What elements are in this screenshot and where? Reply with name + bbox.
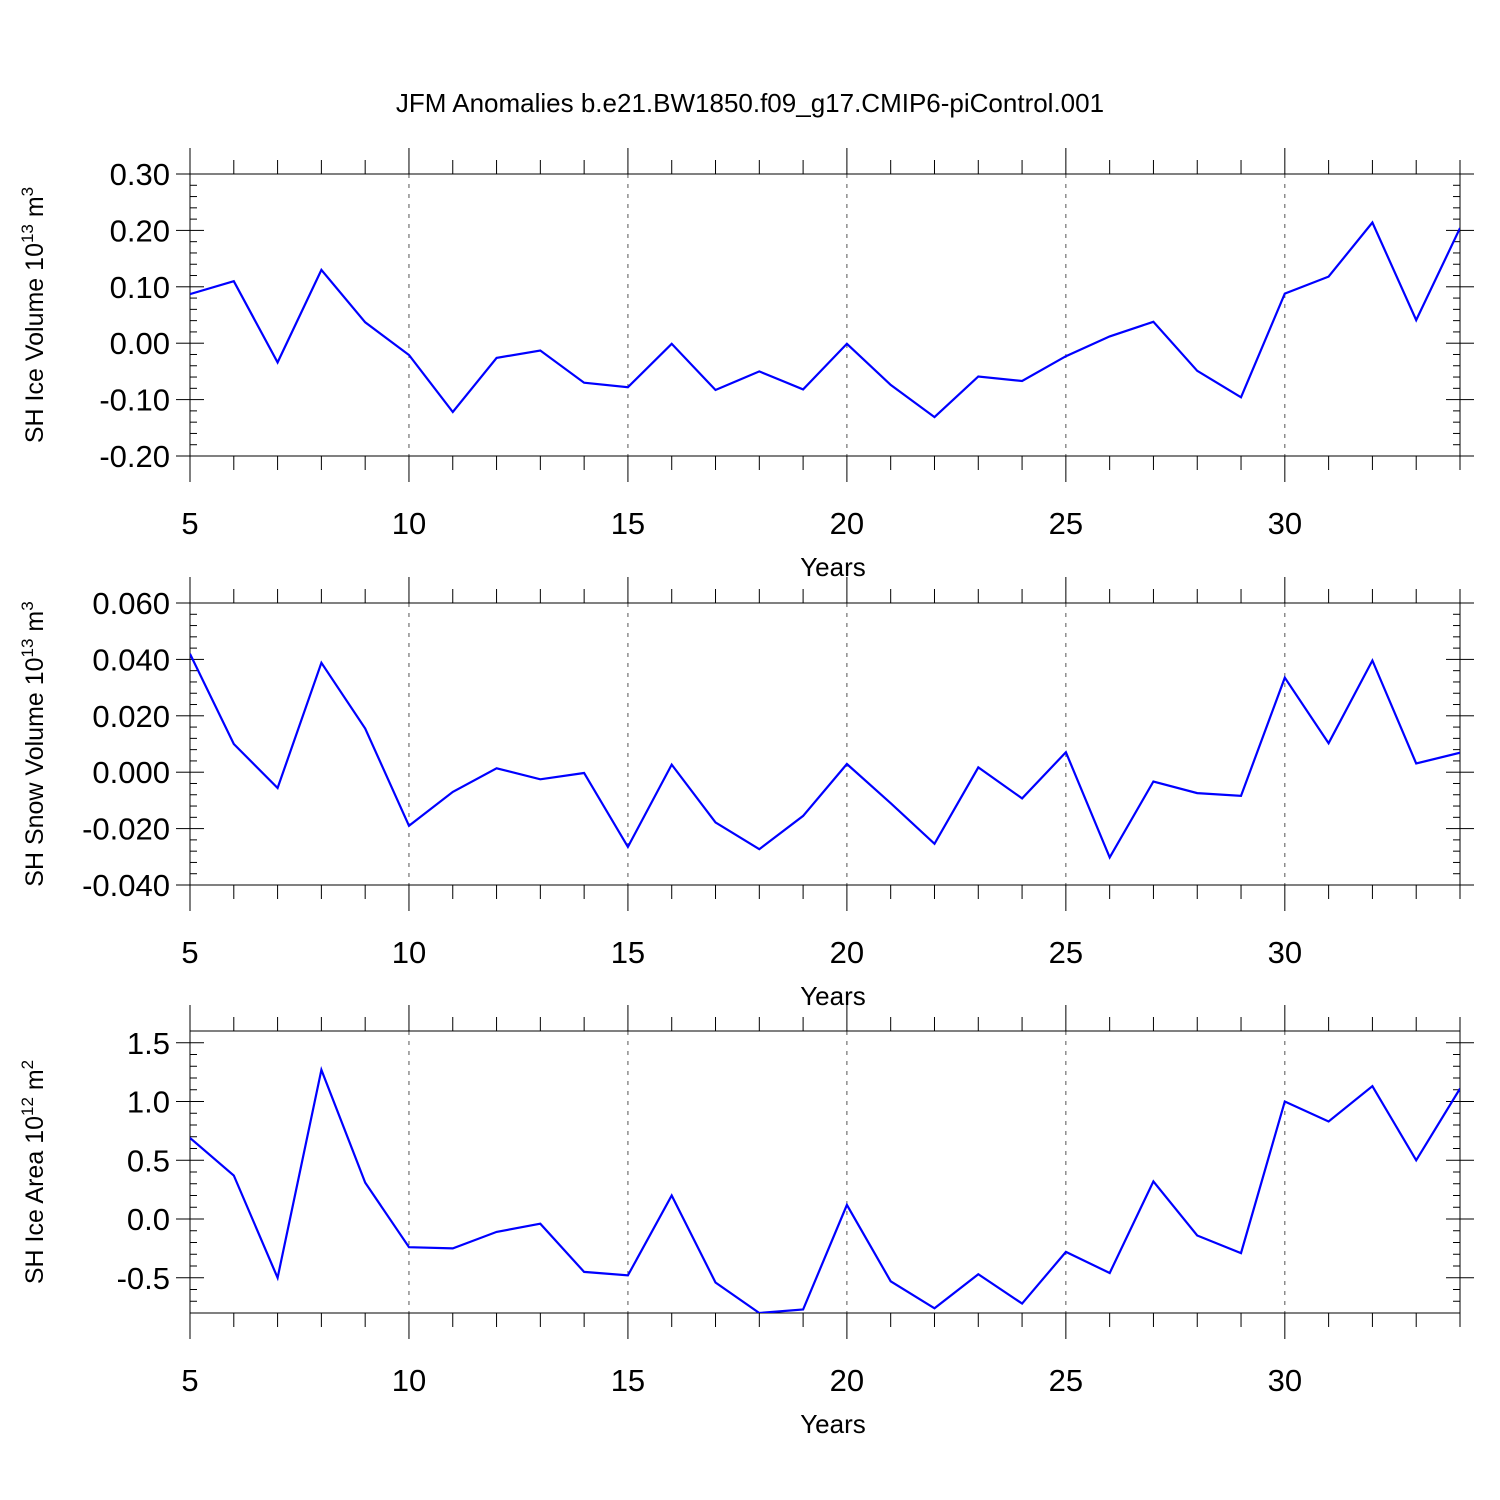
x-tick-label: 25 — [1049, 1363, 1083, 1398]
x-tick-label: 15 — [611, 506, 645, 541]
y-tick-label: 0.10 — [110, 270, 170, 305]
x-tick-label: 10 — [392, 935, 426, 970]
x-tick-label: 10 — [392, 506, 426, 541]
y-tick-label: 0.5 — [127, 1143, 170, 1178]
y-axis-title-main: SH Ice Area 10 — [21, 1116, 49, 1284]
chart-title: JFM Anomalies b.e21.BW1850.f09_g17.CMIP6… — [396, 88, 1104, 118]
panels: 5 10 15 20 25 30-0.20-0.100.000.100.200.30Yea… — [18, 148, 1474, 1439]
series-line — [190, 1065, 1460, 1313]
x-tick-label: 15 — [611, 1363, 645, 1398]
x-axis-title: Years — [800, 552, 866, 582]
y-axis-title: SH Ice Area 1012 m2 — [18, 1060, 49, 1284]
y-tick-label: 0.0 — [127, 1202, 170, 1237]
y-axis-title-unit: m — [21, 196, 49, 224]
x-tick-label: 30 — [1268, 506, 1302, 541]
x-tick-label: 25 — [1049, 935, 1083, 970]
y-axis-title-exp: 13 — [18, 639, 37, 658]
y-tick-label: -0.040 — [82, 868, 170, 903]
y-axis-title-main: SH Snow Volume 10 — [21, 657, 49, 886]
y-tick-label: 0.000 — [92, 755, 170, 790]
panel-1: 5 10 15 20 25 30 -0.20 -0.10 0.00 0.10 0.20 0.30 Yea… — [18, 148, 1474, 582]
panel-2: 5 10 15 20 25 30 -0.040 -0.020 0.000 0.020 0.040 0.… — [18, 577, 1474, 1011]
x-axis-title: Years — [800, 981, 866, 1011]
y-tick-label: 0.060 — [92, 586, 170, 621]
x-tick-label: 10 — [392, 1363, 426, 1398]
plot-frame — [189, 602, 1461, 886]
panel-3: 5 10 15 20 25 30 -0.5 0.0 0.5 1.0 1.5 Years SH Ice A… — [18, 1005, 1474, 1439]
x-tick-label: 20 — [830, 1363, 864, 1398]
x-tick-label: 30 — [1268, 935, 1302, 970]
y-axis-title-unit: m — [21, 1069, 49, 1097]
x-tick-label: 5 — [181, 1363, 198, 1398]
y-tick-label: 0.020 — [92, 699, 170, 734]
y-axis-title: SH Snow Volume 1013 m3 — [18, 601, 49, 886]
y-axis-title-exp: 13 — [18, 224, 37, 243]
x-tick-label: 20 — [830, 935, 864, 970]
x-tick-label: 25 — [1049, 506, 1083, 541]
y-axis-title-unit-exp: 2 — [18, 1060, 37, 1069]
y-tick-label: 1.5 — [127, 1026, 170, 1061]
y-tick-label: 0.30 — [110, 157, 170, 192]
plot-frame — [189, 173, 1461, 457]
y-tick-label: 1.0 — [127, 1085, 170, 1120]
y-tick-label: -0.20 — [99, 439, 170, 474]
series-line — [190, 653, 1460, 860]
x-axis-title: Years — [800, 1409, 866, 1439]
plot-frame — [189, 1030, 1461, 1314]
x-tick-label: 30 — [1268, 1363, 1302, 1398]
y-tick-label: -0.5 — [117, 1261, 170, 1296]
y-axis-title-unit-exp: 3 — [18, 187, 37, 196]
y-tick-label: -0.10 — [99, 383, 170, 418]
y-axis-title-unit: m — [21, 611, 49, 639]
y-tick-label: 0.20 — [110, 213, 170, 248]
y-axis-title-unit-exp: 3 — [18, 601, 37, 610]
x-tick-label: 20 — [830, 506, 864, 541]
y-tick-label: -0.020 — [82, 812, 170, 847]
x-tick-label: 5 — [181, 935, 198, 970]
series-line — [190, 220, 1460, 419]
y-axis-title-main: SH Ice Volume 10 — [21, 243, 49, 443]
y-axis-title: SH Ice Volume 1013 m3 — [18, 187, 49, 443]
x-tick-label: 5 — [181, 506, 198, 541]
y-axis-title-exp: 12 — [18, 1097, 37, 1116]
x-tick-label: 15 — [611, 935, 645, 970]
y-tick-label: 0.00 — [110, 326, 170, 361]
y-tick-label: 0.040 — [92, 642, 170, 677]
